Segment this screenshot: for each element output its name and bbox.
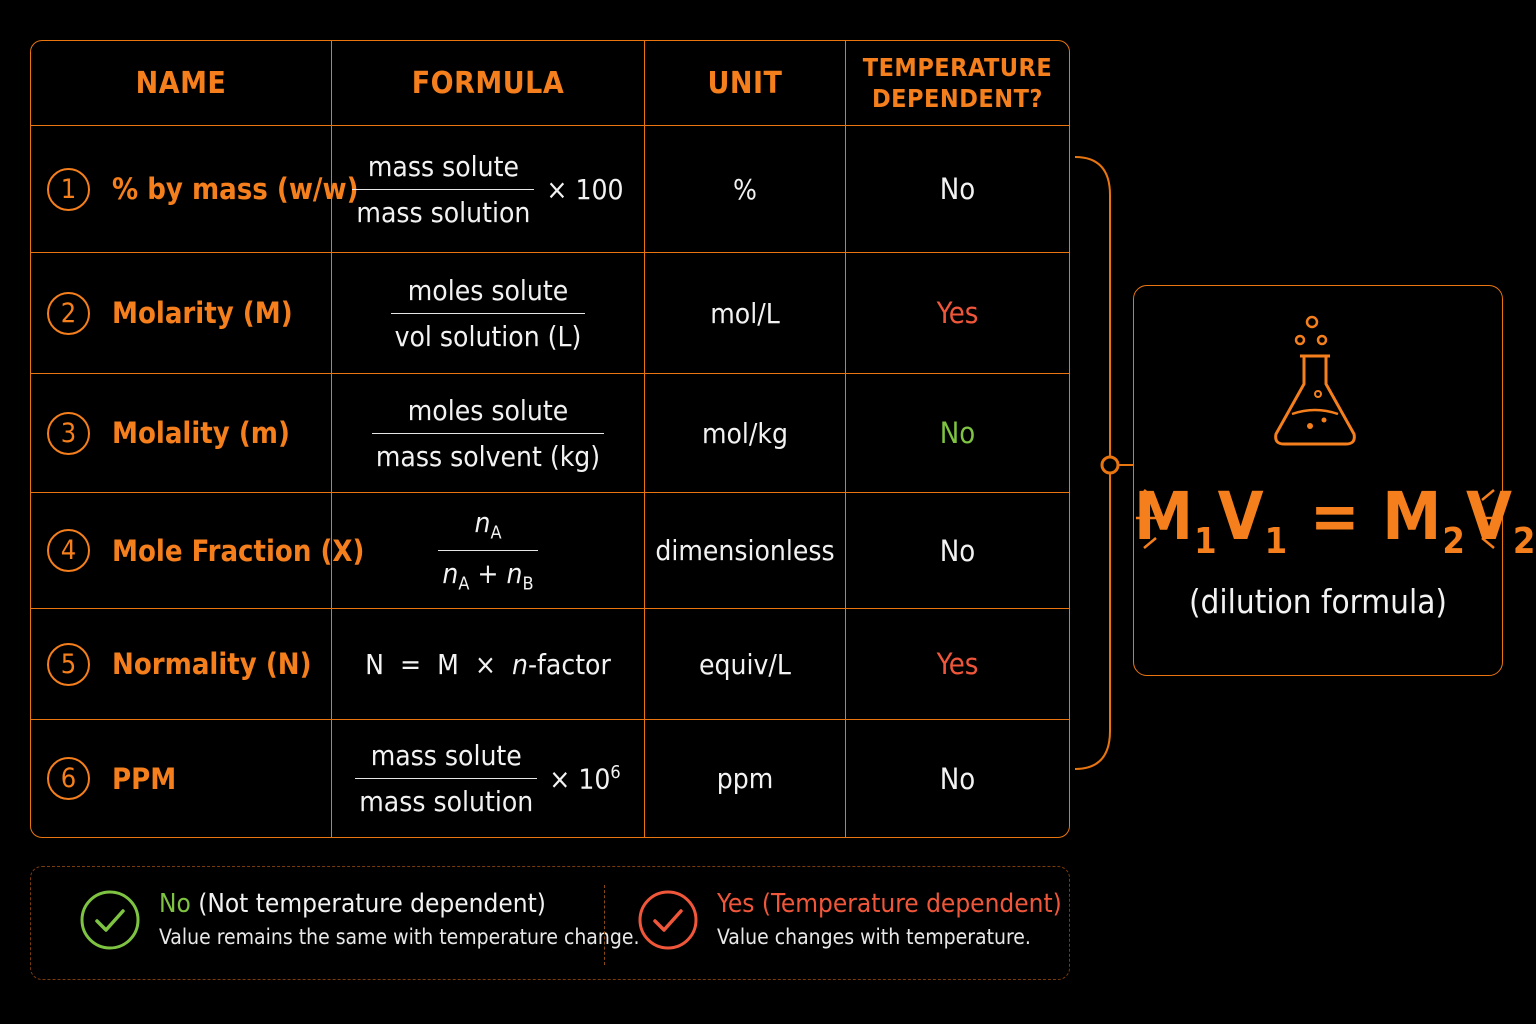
row-unit-mole-fraction: dimensionless	[645, 493, 846, 609]
row-formula-ppm: mass solute mass solution × 106	[332, 720, 645, 837]
row-temp-molality: No	[846, 374, 1069, 493]
row-name-molarity: 2 Molarity (M)	[31, 253, 332, 374]
row-number: 5	[47, 642, 90, 686]
row-name-text: % by mass (w/w)	[112, 172, 359, 206]
row-unit-normality: equiv/L	[645, 609, 846, 720]
legend-yes-title: Yes (Temperature dependent)	[717, 889, 1062, 919]
numerator: moles solute	[407, 393, 569, 427]
row-name-ppm: 6 PPM	[31, 720, 332, 837]
header-formula: FORMULA	[332, 41, 645, 126]
row-name-text: Molality (m)	[112, 416, 290, 450]
row-name-mass-percent: 1 % by mass (w/w)	[31, 126, 359, 253]
denominator: vol solution (L)	[390, 312, 586, 353]
temp-value: No	[939, 761, 976, 796]
row-formula-mole-fraction: nA nA + nB	[332, 493, 645, 609]
check-circle-red-icon	[638, 890, 698, 950]
row-number: 2	[47, 291, 90, 335]
row-temp-molarity: Yes	[846, 253, 1069, 374]
row-number: 6	[47, 757, 90, 800]
row-name-text: Molarity (M)	[112, 296, 293, 330]
header-name: NAME	[31, 41, 332, 126]
fraction: nA nA + nB	[438, 506, 538, 595]
legend-item-yes: Yes (Temperature dependent) Value change…	[637, 889, 1062, 951]
numerator: mass solute	[367, 149, 519, 183]
fraction: mass solute mass solution	[352, 149, 535, 229]
check-circle-green-icon	[80, 890, 140, 950]
denominator: mass solution	[355, 778, 538, 818]
row-temp-mole-fraction: No	[846, 493, 1069, 609]
header-temperature: TEMPERATURE DEPENDENT?	[846, 41, 1069, 126]
legend-item-no: No (Not temperature dependent) Value rem…	[79, 889, 640, 951]
numerator: mass solute	[370, 739, 522, 772]
bracket-connector	[1074, 156, 1133, 770]
numerator: moles solute	[407, 273, 569, 307]
dilution-caption: (dilution formula)	[1188, 582, 1448, 621]
row-name-text: Mole Fraction (X)	[112, 533, 365, 568]
row-name-mole-fraction: 4 Mole Fraction (X)	[31, 493, 364, 609]
row-temp-mass-percent: No	[846, 126, 1069, 253]
row-temp-normality: Yes	[846, 609, 1069, 720]
row-temp-ppm: No	[846, 720, 1069, 837]
row-name-text: Normality (N)	[112, 647, 312, 681]
row-number: 3	[47, 411, 90, 455]
row-formula-molality: moles solute mass solvent (kg)	[332, 374, 645, 493]
temp-value: Yes	[936, 296, 979, 330]
denominator: mass solvent (kg)	[371, 432, 605, 473]
row-name-normality: 5 Normality (N)	[31, 609, 332, 720]
row-formula-mass-percent: mass solute mass solution × 100	[332, 126, 645, 253]
header-temp-line1: TEMPERATURE	[862, 53, 1053, 82]
dilution-formula-box: M1V1 = M2V2 (dilution formula)	[1133, 285, 1536, 676]
header-temp-line2: DEPENDENT?	[872, 84, 1043, 113]
normality-formula: N = M × n-factor	[365, 647, 611, 681]
fraction: moles solute vol solution (L)	[390, 273, 586, 353]
temp-value: No	[939, 172, 976, 206]
spark-left-icon	[1136, 489, 1157, 549]
row-number: 1	[47, 167, 90, 211]
row-number: 4	[47, 529, 90, 572]
row-name-molality: 3 Molality (m)	[31, 374, 332, 493]
row-formula-normality: N = M × n-factor	[332, 609, 645, 720]
multiplier: × 100	[546, 172, 624, 206]
row-unit-molarity: mol/L	[645, 253, 846, 374]
legend-no-desc: Value remains the same with temperature …	[159, 925, 640, 949]
legend-no-title: (Not temperature dependent)	[190, 889, 546, 919]
row-unit-ppm: ppm	[645, 720, 846, 837]
fraction: moles solute mass solvent (kg)	[371, 393, 605, 473]
numerator: nA	[474, 506, 502, 544]
dilution-equation: M1V1 = M2V2	[1134, 478, 1536, 562]
legend-divider	[604, 885, 605, 965]
fraction: mass solute mass solution	[355, 739, 538, 818]
temp-value: Yes	[936, 647, 979, 681]
row-unit-molality: mol/kg	[645, 374, 846, 493]
multiplier: × 106	[549, 761, 621, 796]
row-name-text: PPM	[112, 761, 177, 796]
flask-icon	[1274, 315, 1356, 446]
temp-value: No	[939, 533, 976, 568]
temp-value: No	[939, 416, 976, 450]
denominator: nA + nB	[438, 550, 538, 595]
legend-no-word: No	[159, 889, 191, 919]
spark-right-icon	[1481, 489, 1502, 549]
row-formula-molarity: moles solute vol solution (L)	[332, 253, 645, 374]
header-unit: UNIT	[645, 41, 846, 126]
denominator: mass solution	[352, 188, 535, 229]
legend: No (Not temperature dependent) Value rem…	[30, 866, 1070, 980]
legend-yes-desc: Value changes with temperature.	[717, 925, 1031, 949]
row-unit-mass-percent: %	[645, 126, 846, 253]
concentration-table: NAME FORMULA UNIT TEMPERATURE DEPENDENT?…	[30, 40, 1070, 838]
